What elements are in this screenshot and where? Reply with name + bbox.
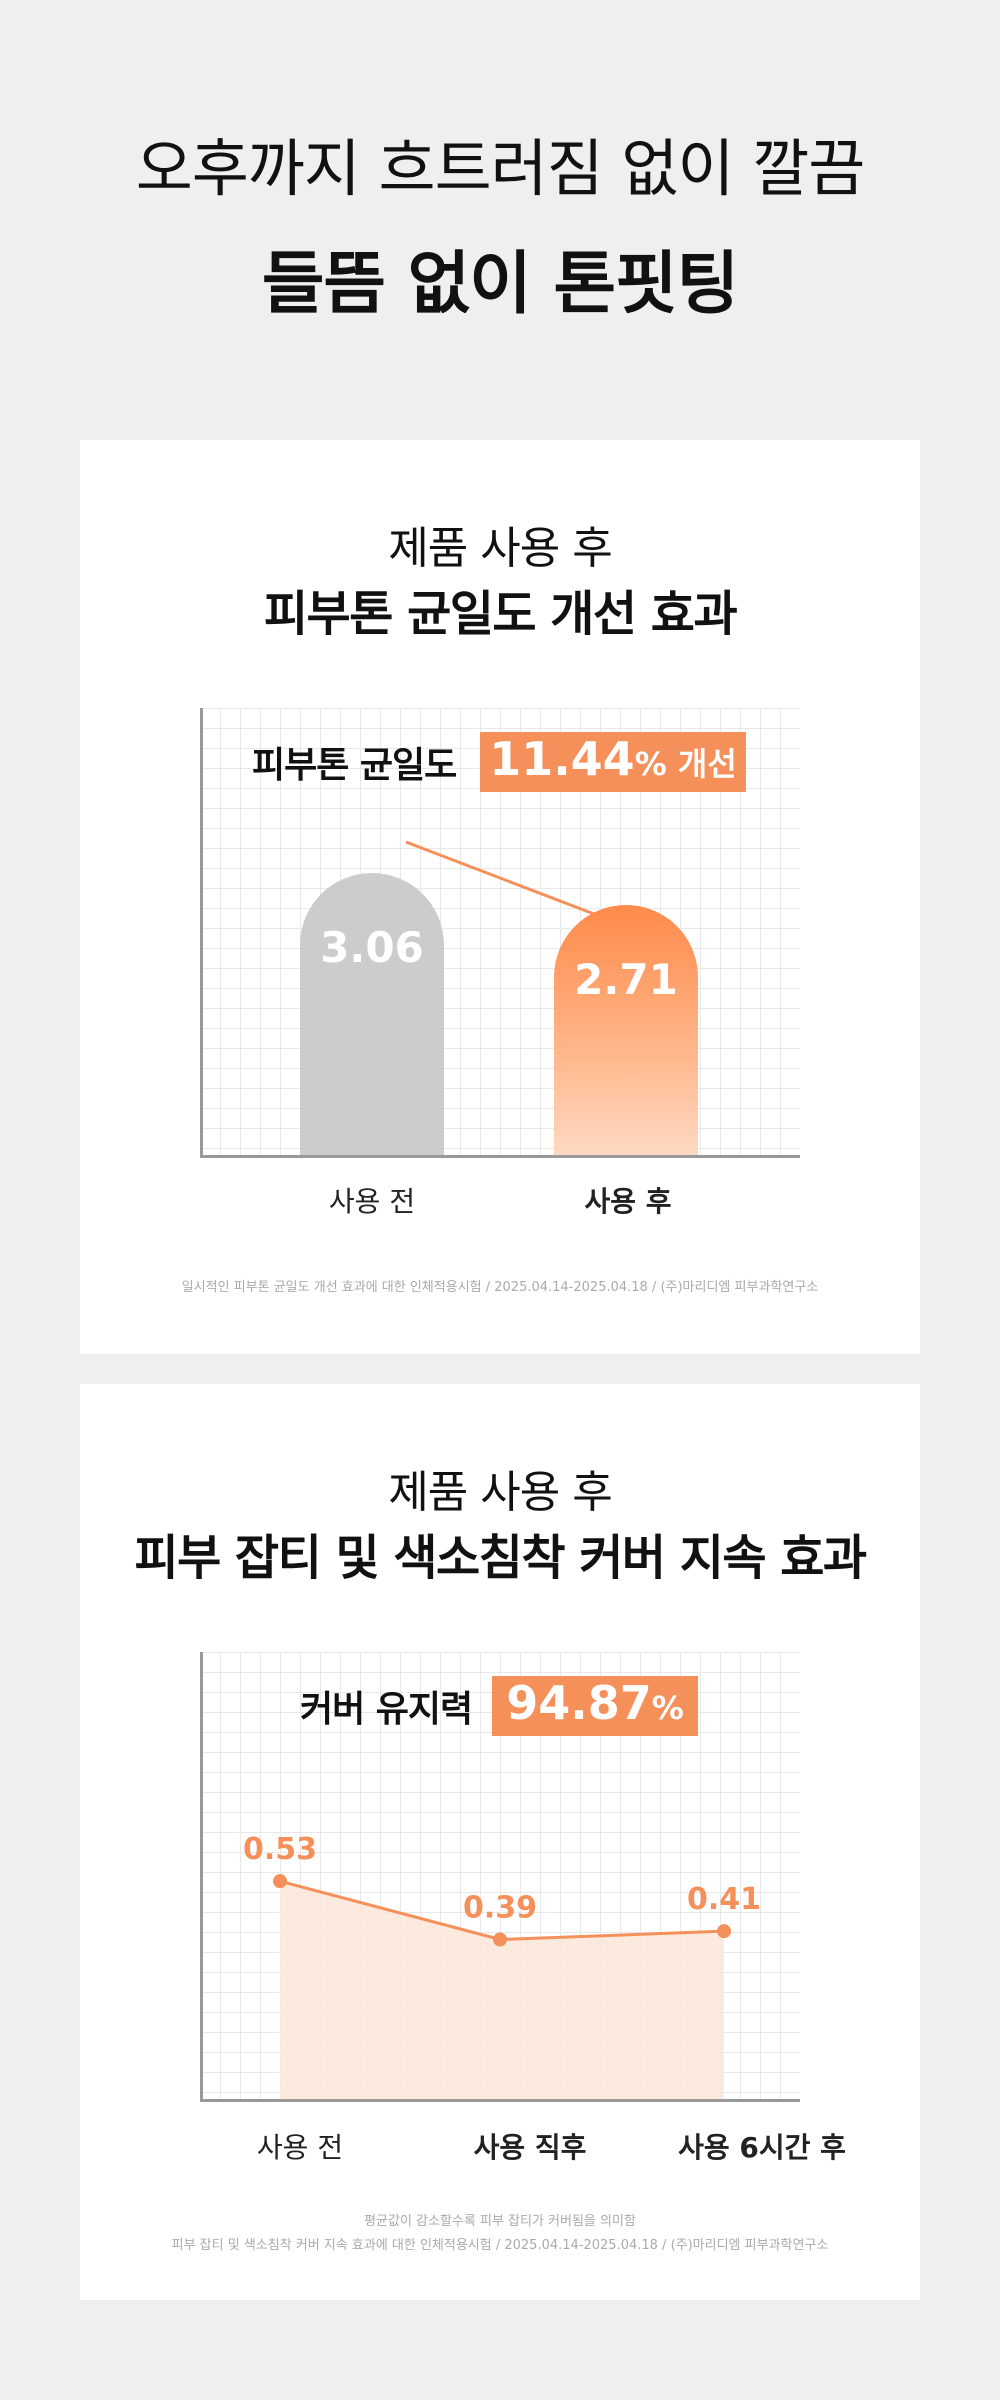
chart2-xlabel-immediately-after: 사용 직후 <box>473 2131 587 2164</box>
data-label-6h-after: 0.41 <box>687 1882 761 1917</box>
card2-subtitle: 제품 사용 후 <box>388 1467 612 1518</box>
cover-lasting-card: 제품 사용 후 피부 잡티 및 색소침착 커버 지속 효과 커버 유지력 94.… <box>80 1384 920 2300</box>
data-label-immediately-after: 0.39 <box>463 1891 537 1926</box>
bar-after-value: 2.71 <box>574 955 678 1005</box>
headline-line2: 들뜸 없이 톤핏팅 <box>261 245 739 324</box>
headline-line1: 오후까지 흐트러짐 없이 깔끔 <box>135 132 866 205</box>
chart2-metric-value: 94.87 <box>506 1676 652 1730</box>
chart1-y-axis <box>200 708 203 1158</box>
chart1-metric-badge: 11.44 % 개선 <box>480 732 746 792</box>
tone-evenness-card: 제품 사용 후 피부톤 균일도 개선 효과 피부톤 균일도 11.44 % 개선… <box>80 440 920 1354</box>
trend-arrow <box>405 840 665 955</box>
chart1-metric-label: 피부톤 균일도 <box>252 745 457 786</box>
data-label-before: 0.53 <box>243 1832 317 1867</box>
chart1-x-axis <box>200 1155 800 1158</box>
chart2-y-axis <box>200 1652 203 2102</box>
card1-title: 피부톤 균일도 개선 효과 <box>263 586 738 642</box>
chart1-metric-suffix: 개선 <box>666 745 737 783</box>
card1-subtitle: 제품 사용 후 <box>388 523 612 574</box>
chart1-xlabel-before: 사용 전 <box>328 1185 416 1218</box>
data-point-immediately-after <box>493 1932 507 1947</box>
data-point-6h-after <box>717 1924 731 1939</box>
chart2-xlabel-6h-after: 사용 6시간 후 <box>678 2131 846 2164</box>
chart2-metric-badge: 94.87 % <box>492 1676 698 1736</box>
card2-title: 피부 잡티 및 색소침착 커버 지속 효과 <box>134 1530 867 1586</box>
bar-before <box>300 873 444 1155</box>
chart2-metric-label: 커버 유지력 <box>300 1689 473 1730</box>
bar-after <box>554 905 698 1155</box>
card2-footnote-line2: 피부 잡티 및 색소침착 커버 지속 효과에 대한 인체적용시험 / 2025.… <box>171 2238 829 2253</box>
data-point-before <box>273 1874 287 1889</box>
chart1-metric-value: 11.44 <box>489 732 635 786</box>
chart2-plot: 0.53 0.39 0.41 <box>243 1832 761 2099</box>
card1-footnote: 일시적인 피부톤 균일도 개선 효과에 대한 인체적용시험 / 2025.04.… <box>181 1280 819 1295</box>
card2-footnote-line1: 평균값이 감소할수록 피부 잡티가 커버됨을 의미함 <box>364 2214 636 2229</box>
chart1-xlabel-after: 사용 후 <box>584 1185 672 1218</box>
cover-lasting-chart: 커버 유지력 94.87 % 0.53 0.39 0.41 <box>200 1652 800 2102</box>
tone-evenness-chart: 피부톤 균일도 11.44 % 개선 3.06 2.71 <box>200 708 800 1158</box>
chart2-metric-unit: % <box>651 1689 684 1727</box>
chart1-metric-unit: % <box>634 745 667 783</box>
chart2-x-axis <box>200 2099 800 2102</box>
bar-before-value: 3.06 <box>320 923 424 972</box>
chart2-xlabel-before: 사용 전 <box>256 2131 344 2164</box>
